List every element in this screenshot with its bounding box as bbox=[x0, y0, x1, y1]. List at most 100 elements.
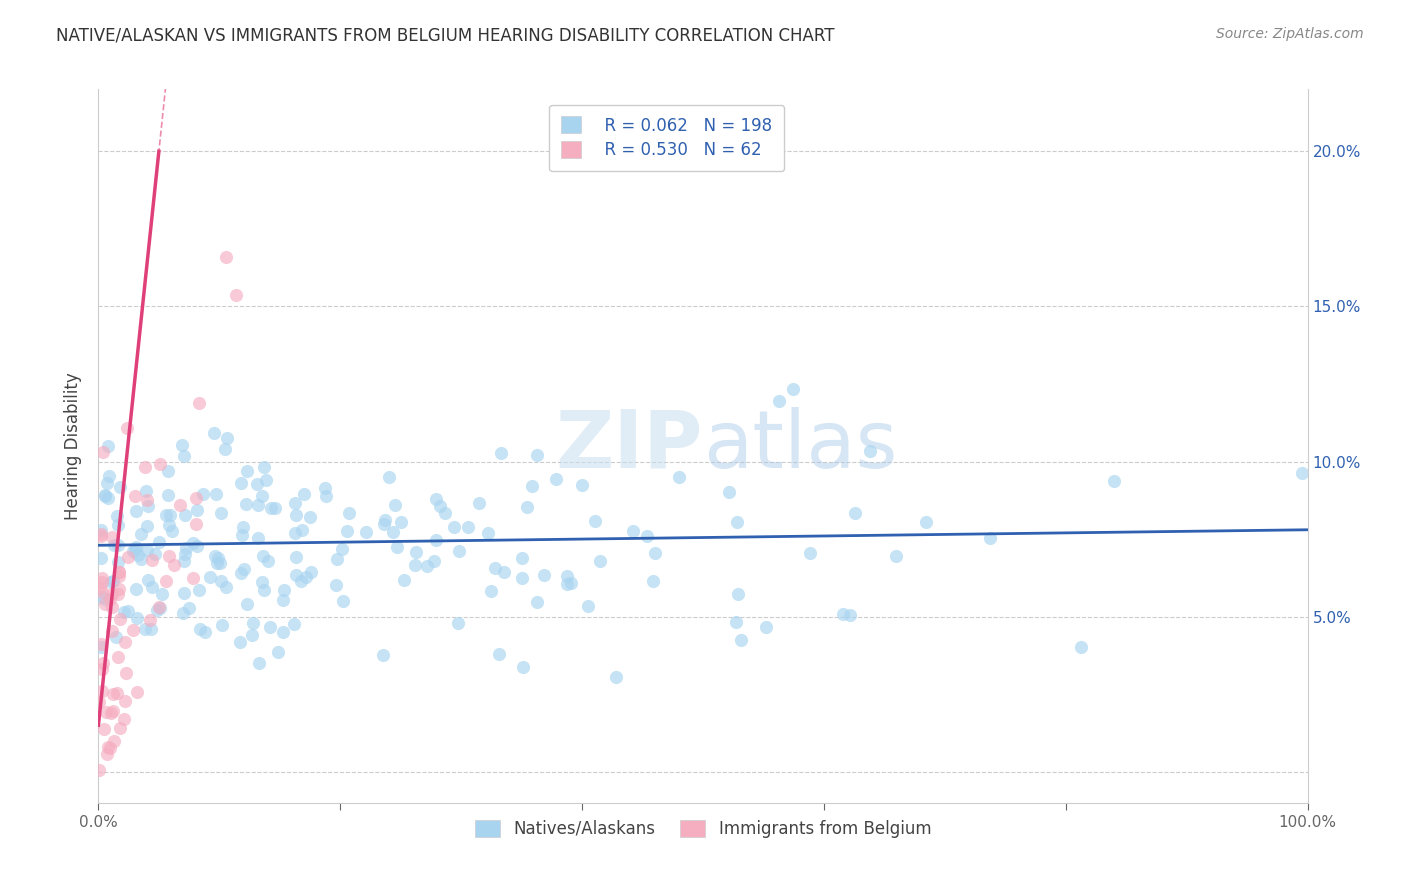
Point bbox=[157, 464, 180, 478]
Point bbox=[433, 506, 456, 520]
Point bbox=[467, 496, 489, 510]
Point bbox=[125, 540, 148, 554]
Point bbox=[284, 568, 307, 582]
Point bbox=[284, 496, 307, 510]
Point bbox=[202, 426, 225, 441]
Point bbox=[100, 706, 122, 720]
Point bbox=[91, 657, 114, 671]
Point bbox=[589, 554, 612, 568]
Point bbox=[157, 488, 180, 502]
Text: NATIVE/ALASKAN VS IMMIGRANTS FROM BELGIUM HEARING DISABILITY CORRELATION CHART: NATIVE/ALASKAN VS IMMIGRANTS FROM BELGIU… bbox=[56, 27, 835, 45]
Point bbox=[188, 396, 211, 410]
Point bbox=[127, 549, 149, 563]
Point bbox=[1291, 466, 1313, 480]
Point bbox=[267, 645, 290, 659]
Point bbox=[250, 489, 273, 503]
Point bbox=[768, 394, 790, 409]
Point bbox=[384, 498, 406, 512]
Point bbox=[90, 590, 112, 604]
Point bbox=[271, 625, 294, 640]
Point bbox=[135, 519, 157, 533]
Point bbox=[155, 508, 177, 522]
Point bbox=[546, 472, 568, 486]
Point bbox=[108, 480, 131, 494]
Point bbox=[176, 541, 198, 555]
Point bbox=[510, 550, 533, 565]
Point bbox=[727, 587, 749, 601]
Point bbox=[89, 581, 111, 595]
Point bbox=[134, 460, 156, 475]
Point bbox=[91, 574, 114, 589]
Point bbox=[479, 583, 502, 598]
Point bbox=[381, 524, 404, 539]
Point bbox=[101, 624, 124, 639]
Point bbox=[105, 508, 128, 523]
Point bbox=[150, 587, 173, 601]
Point bbox=[87, 695, 110, 709]
Point bbox=[209, 574, 232, 589]
Point bbox=[447, 616, 470, 631]
Point bbox=[492, 565, 515, 579]
Point bbox=[273, 582, 295, 597]
Point bbox=[107, 538, 129, 552]
Point bbox=[725, 615, 748, 630]
Point bbox=[416, 559, 439, 574]
Point bbox=[129, 551, 152, 566]
Point bbox=[246, 498, 269, 512]
Point bbox=[447, 544, 470, 558]
Point bbox=[336, 524, 359, 538]
Point bbox=[404, 558, 426, 573]
Point bbox=[623, 524, 645, 539]
Text: ZIP: ZIP bbox=[555, 407, 703, 485]
Point bbox=[148, 534, 170, 549]
Point bbox=[557, 569, 579, 583]
Point bbox=[157, 549, 180, 563]
Point bbox=[314, 481, 336, 495]
Point bbox=[136, 543, 159, 558]
Point bbox=[125, 504, 148, 518]
Point bbox=[205, 487, 228, 501]
Point bbox=[186, 516, 208, 531]
Point bbox=[107, 650, 129, 665]
Point bbox=[555, 577, 578, 591]
Point bbox=[512, 660, 534, 674]
Point bbox=[378, 470, 401, 484]
Point bbox=[177, 601, 200, 615]
Point bbox=[173, 548, 195, 562]
Point bbox=[157, 517, 180, 532]
Point bbox=[915, 515, 938, 529]
Point bbox=[844, 506, 866, 520]
Point bbox=[94, 488, 117, 502]
Point bbox=[605, 670, 627, 684]
Text: Source: ZipAtlas.com: Source: ZipAtlas.com bbox=[1216, 27, 1364, 41]
Point bbox=[730, 633, 752, 648]
Point bbox=[1070, 640, 1092, 655]
Point bbox=[325, 578, 347, 592]
Point bbox=[315, 489, 337, 503]
Point bbox=[148, 599, 170, 614]
Point bbox=[136, 573, 159, 587]
Point bbox=[124, 489, 146, 503]
Point bbox=[172, 606, 194, 620]
Point bbox=[979, 532, 1001, 546]
Point bbox=[107, 586, 129, 600]
Point bbox=[101, 587, 124, 601]
Point bbox=[429, 499, 451, 513]
Point bbox=[90, 570, 112, 584]
Point bbox=[387, 541, 409, 555]
Point bbox=[94, 592, 117, 607]
Point bbox=[264, 501, 287, 516]
Point bbox=[242, 616, 264, 631]
Point bbox=[143, 547, 166, 561]
Point bbox=[141, 622, 163, 636]
Point bbox=[641, 574, 664, 589]
Point bbox=[799, 546, 821, 560]
Point bbox=[290, 574, 312, 589]
Point bbox=[285, 508, 308, 523]
Point bbox=[183, 536, 205, 550]
Point bbox=[484, 561, 506, 575]
Point bbox=[160, 524, 183, 538]
Point bbox=[229, 566, 252, 581]
Point bbox=[392, 574, 415, 588]
Point bbox=[108, 565, 131, 579]
